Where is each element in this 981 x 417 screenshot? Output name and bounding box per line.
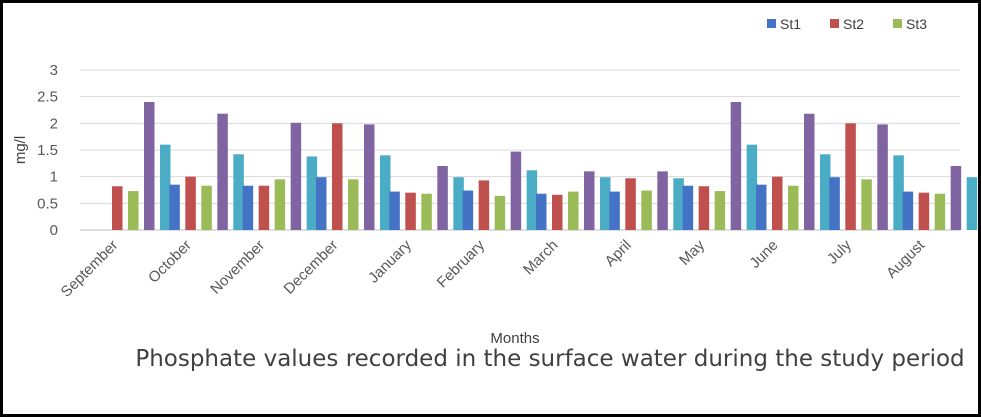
- bar: [233, 154, 244, 230]
- bar: [698, 186, 710, 230]
- bar: [756, 184, 767, 230]
- bar: [918, 192, 930, 230]
- x-tick-label: February: [434, 236, 489, 291]
- bar: [169, 184, 180, 230]
- bar: [128, 191, 139, 230]
- bar: [950, 166, 962, 230]
- bars: [112, 102, 978, 230]
- bar: [453, 177, 464, 230]
- legend: St1 St2 St3: [767, 16, 927, 32]
- bar: [552, 194, 563, 230]
- x-tick-label: August: [883, 236, 929, 282]
- y-axis-ticks: 0 0.5 1 1.5 2 2.5 3: [37, 62, 58, 239]
- bar: [290, 122, 302, 230]
- bar: [746, 144, 758, 230]
- bar: [772, 176, 783, 230]
- x-tick-label: March: [520, 237, 561, 278]
- y-tick-label: 2.5: [37, 89, 58, 106]
- bar: [673, 178, 684, 230]
- legend-label: St2: [843, 16, 864, 32]
- x-axis-label: Months: [490, 330, 539, 347]
- bar: [820, 154, 831, 230]
- bar: [641, 190, 652, 230]
- bar: [600, 177, 611, 230]
- bar: [966, 177, 978, 230]
- bar: [714, 191, 726, 230]
- bar: [934, 193, 946, 230]
- bar: [201, 185, 212, 230]
- x-tick-label: July: [824, 236, 855, 267]
- bar: [682, 185, 694, 230]
- y-tick-label: 3: [50, 62, 58, 79]
- bar: [389, 191, 400, 230]
- x-tick-label: January: [365, 236, 415, 286]
- bar: [845, 123, 856, 230]
- bar: [804, 113, 815, 230]
- bar: [274, 179, 286, 230]
- bar: [380, 155, 391, 230]
- legend-swatch: [830, 19, 839, 28]
- x-tick-label: November: [207, 237, 268, 298]
- x-tick-label: May: [676, 236, 708, 268]
- bar: [405, 192, 416, 230]
- bar: [730, 102, 742, 230]
- legend-swatch: [893, 19, 902, 28]
- bar: [112, 186, 123, 230]
- bar: [242, 185, 254, 230]
- bar: [421, 193, 432, 230]
- bar: [144, 102, 155, 230]
- bar: [788, 185, 799, 230]
- x-tick-label: December: [281, 237, 342, 298]
- x-tick-label: October: [145, 237, 195, 287]
- bar: [584, 171, 595, 230]
- bar: [893, 155, 904, 230]
- bar: [526, 170, 538, 230]
- bar: [877, 124, 888, 230]
- bar: [348, 179, 359, 230]
- bar: [316, 177, 327, 230]
- bar: [160, 144, 171, 230]
- bar: [510, 151, 522, 230]
- bar: [462, 190, 474, 230]
- bar: [332, 123, 343, 230]
- y-tick-label: 1: [50, 169, 58, 186]
- bar: [494, 195, 506, 230]
- y-tick-label: 0.5: [37, 195, 58, 212]
- bar: [437, 166, 448, 230]
- bar: [258, 185, 270, 230]
- bar: [861, 179, 872, 230]
- bar: [217, 113, 228, 230]
- bar: [568, 191, 579, 230]
- y-tick-label: 1.5: [37, 142, 58, 159]
- legend-label: St1: [780, 16, 801, 32]
- bar: [364, 124, 375, 230]
- y-axis-label: mg/l: [12, 136, 29, 164]
- x-tick-label: June: [746, 237, 781, 272]
- legend-label: St3: [906, 16, 927, 32]
- bar: [306, 156, 318, 230]
- legend-swatch: [767, 19, 776, 28]
- x-tick-label: September: [58, 237, 122, 301]
- y-tick-label: 2: [50, 115, 58, 132]
- bar: [829, 177, 840, 230]
- bar: [625, 178, 636, 230]
- bar: [478, 180, 490, 230]
- bar: [609, 191, 620, 230]
- bar: [657, 171, 668, 230]
- chart-title: Phosphate values recorded in the surface…: [135, 346, 965, 372]
- bar: [185, 176, 196, 230]
- bar: [902, 191, 914, 230]
- bar: [536, 193, 547, 230]
- x-tick-label: April: [602, 237, 635, 270]
- y-tick-label: 0: [50, 222, 58, 239]
- x-axis-ticks: September October November December January F…: [58, 236, 929, 300]
